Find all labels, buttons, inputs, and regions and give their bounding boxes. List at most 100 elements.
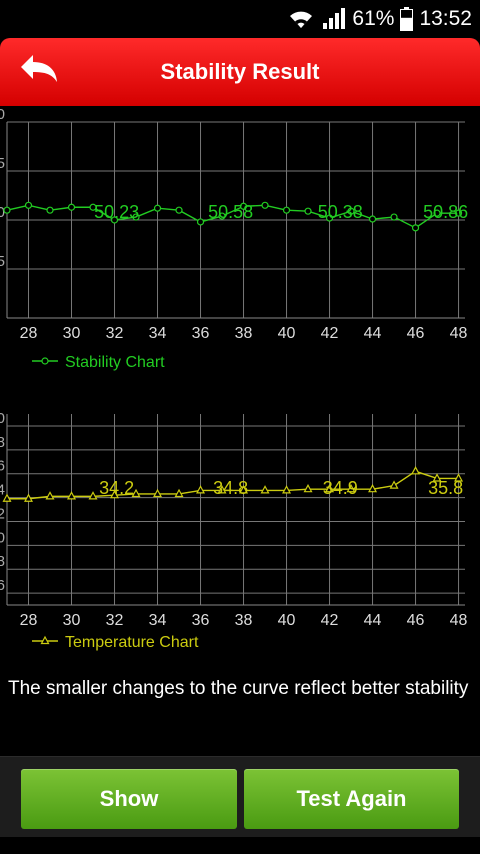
y-tick-label: 30	[0, 529, 5, 546]
data-point	[346, 483, 356, 493]
stability-chart: 60 55 50 45 28 30 32 34 36 38 40 42 44 46 48 50.23 50.58…	[0, 108, 480, 380]
data-point	[368, 215, 377, 223]
data-point	[282, 206, 291, 214]
x-tick-label: 38	[235, 325, 253, 342]
x-tick-label: 40	[278, 612, 296, 629]
test-again-button[interactable]: Test Again	[244, 769, 459, 829]
data-point	[260, 485, 270, 494]
data-point	[175, 206, 183, 214]
data-point	[304, 207, 312, 215]
x-tick-label: 36	[192, 325, 210, 342]
data-point	[368, 483, 378, 493]
series-line	[7, 470, 459, 500]
legend-marker	[40, 635, 50, 645]
show-button[interactable]: Show	[21, 769, 237, 829]
data-point	[3, 206, 11, 214]
data-label: 34.9	[323, 478, 358, 498]
data-point	[433, 209, 441, 217]
x-tick-label: 46	[407, 612, 425, 629]
series-line	[6, 204, 459, 229]
data-point	[454, 473, 464, 482]
battery-icon	[400, 7, 414, 31]
data-point	[2, 493, 12, 502]
data-point	[196, 485, 206, 494]
y-tick-label: 38	[0, 434, 5, 451]
x-tick-label: 42	[321, 325, 339, 342]
x-tick-label: 34	[149, 325, 167, 342]
y-tick-label: 34	[0, 482, 5, 499]
x-tick-label: 28	[20, 612, 38, 629]
data-point	[110, 216, 119, 224]
data-point	[88, 491, 98, 500]
legend-label: Temperature Chart	[65, 634, 199, 651]
temperature-chart-svg: 40 38 36 34 32 30 28 26 28 30 32 34 36 38 40 42 44 46 48 34…	[0, 410, 468, 651]
x-tick-label: 42	[321, 612, 339, 629]
x-tick-label: 30	[63, 325, 81, 342]
y-tick-label: 45	[0, 253, 5, 270]
data-point	[261, 201, 269, 209]
data-point	[89, 203, 97, 211]
signal-icon	[322, 8, 346, 30]
data-point	[454, 209, 463, 217]
data-point	[239, 202, 248, 210]
x-tick-label: 32	[106, 325, 124, 342]
data-point	[23, 493, 34, 502]
data-label: 50.23	[94, 202, 139, 222]
x-tick-label: 30	[63, 612, 81, 629]
x-tick-label: 34	[149, 612, 167, 629]
x-tick-label: 44	[364, 612, 382, 629]
y-tick-label: 55	[0, 155, 5, 172]
data-point	[218, 212, 226, 220]
y-tick-label: 32	[0, 505, 5, 522]
x-tick-label: 32	[106, 612, 124, 629]
back-arrow-icon	[21, 55, 57, 82]
page-title: Stability Result	[160, 59, 320, 84]
battery-percent: 61%	[352, 7, 395, 30]
y-tick-label: 50	[0, 204, 5, 221]
data-point	[390, 213, 398, 221]
data-point	[217, 485, 227, 494]
data-point	[325, 214, 334, 222]
data-point	[347, 207, 355, 215]
x-tick-label: 48	[450, 325, 468, 342]
data-point	[174, 488, 184, 498]
status-icons: 61% 13:52	[286, 5, 472, 33]
data-point	[132, 213, 140, 221]
data-point	[153, 488, 163, 498]
data-point	[24, 201, 33, 209]
x-tick-label: 44	[364, 325, 382, 342]
x-tick-label: 36	[192, 612, 210, 629]
back-button[interactable]	[18, 52, 62, 92]
y-tick-label: 40	[0, 410, 5, 427]
status-bar: 61% 13:52	[0, 0, 480, 38]
app-header: Stability Result	[0, 38, 480, 106]
button-bar: Show Test Again	[0, 756, 480, 837]
data-point	[46, 206, 54, 214]
data-label: 50.58	[208, 202, 253, 222]
data-point	[45, 491, 55, 500]
data-label: 50.38	[318, 202, 363, 222]
data-point	[239, 485, 249, 494]
data-point	[153, 204, 162, 212]
data-point	[67, 491, 77, 500]
legend-marker	[41, 357, 49, 365]
data-point	[325, 483, 335, 493]
temperature-chart: 40 38 36 34 32 30 28 26 28 30 32 34 36 38 40 42 44 46 48 34…	[0, 400, 480, 660]
x-tick-label: 38	[235, 612, 253, 629]
x-tick-label: 28	[20, 325, 38, 342]
stability-chart-svg: 60 55 50 45 28 30 32 34 36 38 40 42 44 46 48 50.23 50.58…	[0, 108, 468, 371]
x-tick-label: 48	[450, 612, 468, 629]
x-tick-label: 46	[407, 325, 425, 342]
data-point	[411, 466, 421, 475]
clock-time: 13:52	[419, 7, 472, 30]
data-point	[131, 488, 141, 498]
y-tick-label: 26	[0, 577, 5, 594]
data-label: 35.8	[428, 478, 463, 498]
data-point	[196, 218, 205, 226]
y-tick-label: 28	[0, 553, 5, 570]
info-message: The smaller changes to the curve reflect…	[8, 678, 469, 699]
data-point	[432, 473, 442, 482]
data-point	[67, 203, 76, 211]
data-label: 34.2	[99, 478, 134, 498]
legend-label: Stability Chart	[65, 354, 165, 371]
